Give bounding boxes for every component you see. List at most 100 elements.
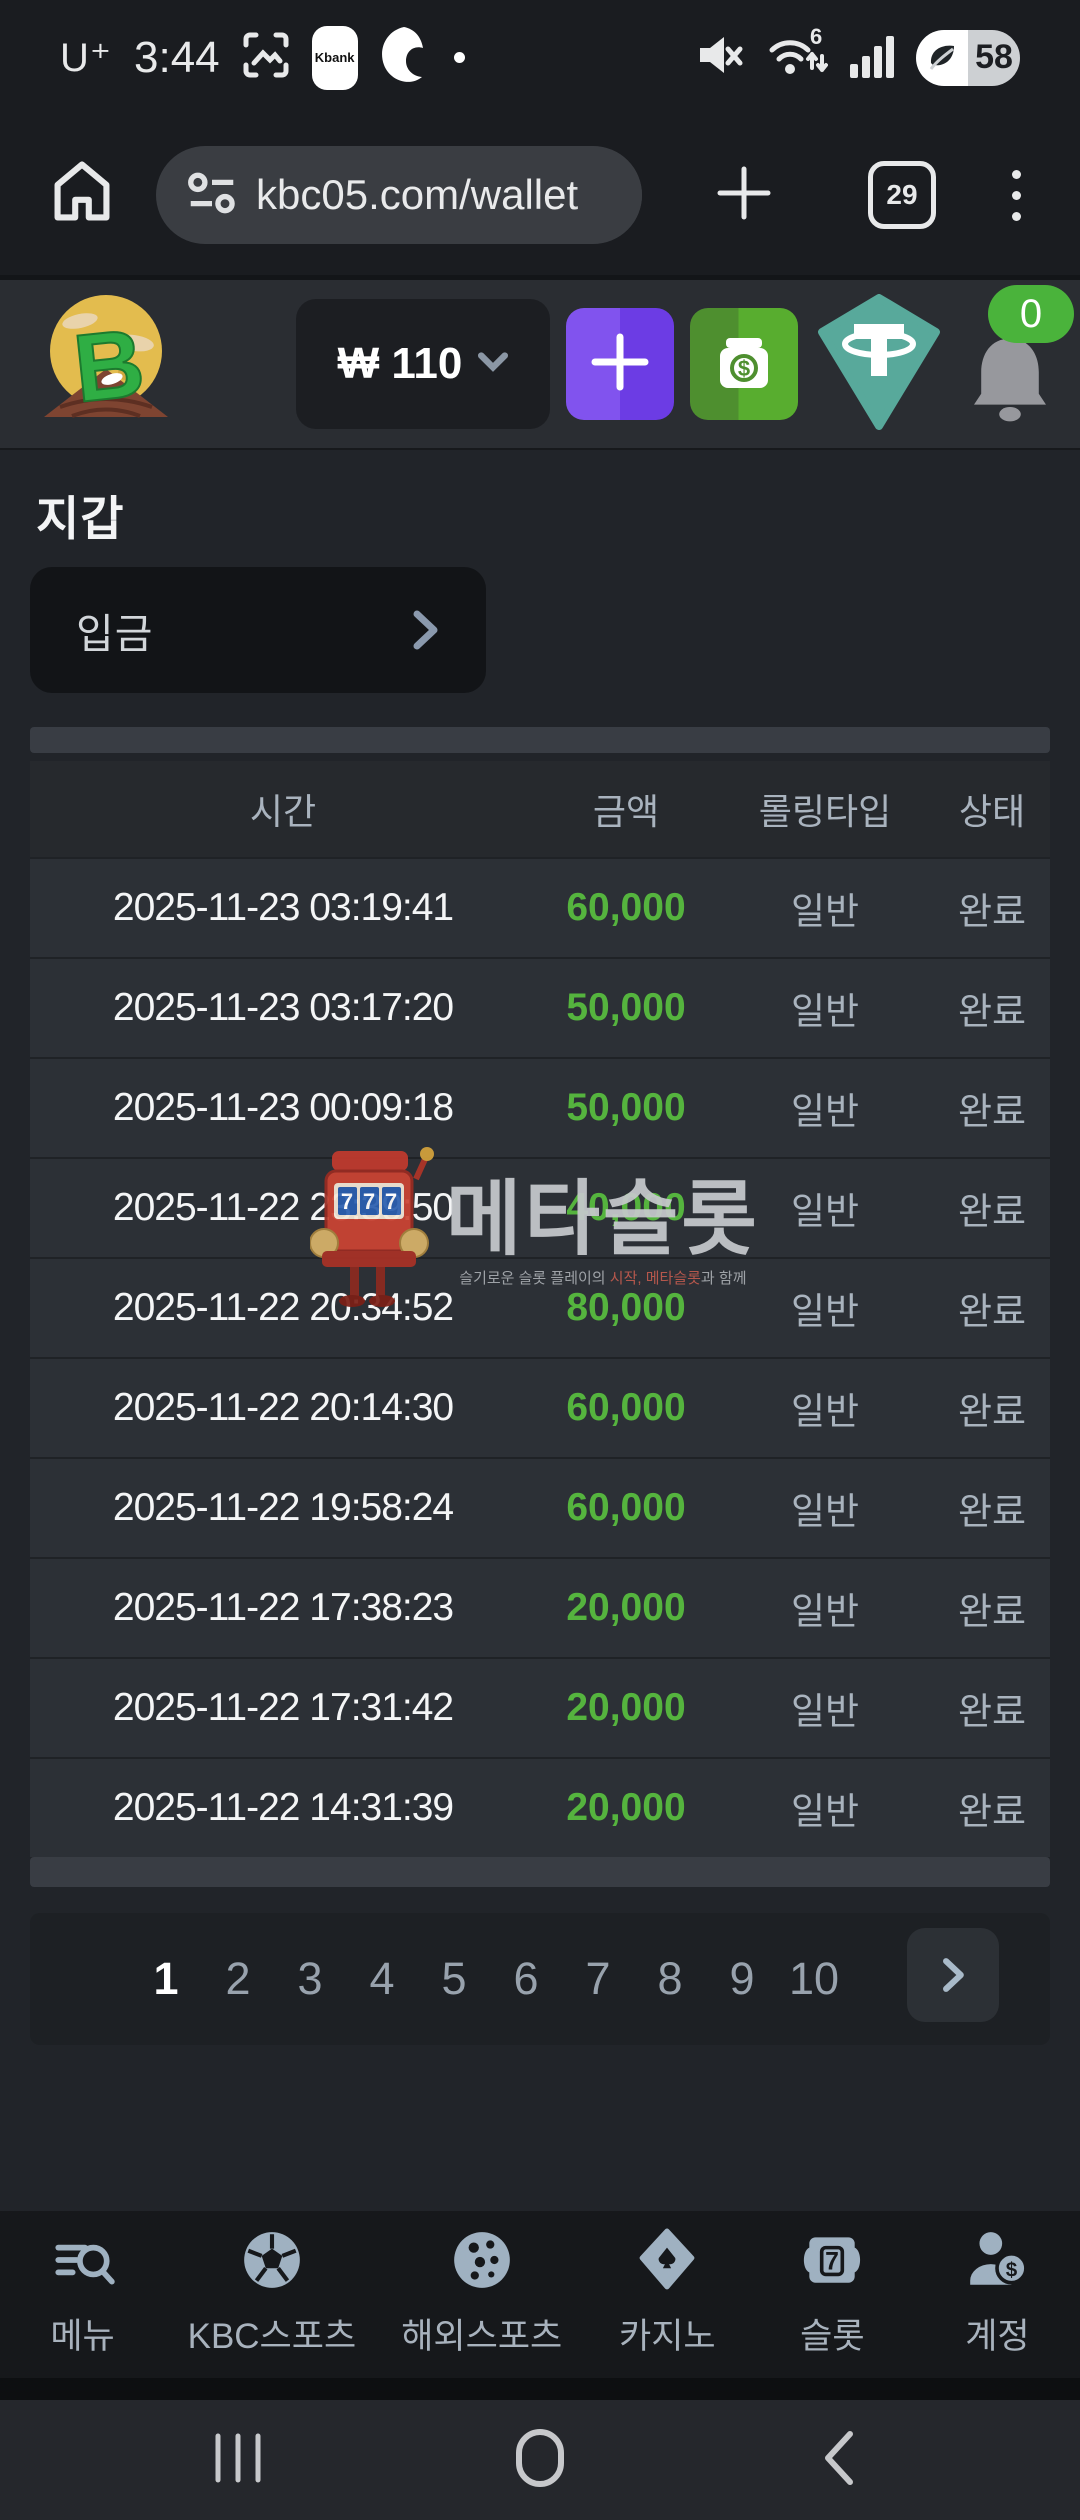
wallet-page: 지갑 입금 시간 금액 롤링타입 상태 2025-11-23 03:19:41 … [0,450,1080,2211]
svg-text:6: 6 [810,26,822,49]
balance-amount: ₩ 110 [337,339,463,388]
table-row[interactable]: 2025-11-23 03:19:41 60,000 일반 완료 [30,857,1050,957]
nav-item-casino[interactable]: 카지노 [607,2227,727,2359]
page-number[interactable]: 5 [441,1953,467,2004]
nav-label: KBC스포츠 [187,2317,357,2356]
cell-time: 2025-11-23 03:19:41 [112,886,454,929]
cell-status: 완료 [957,1291,1027,1332]
page-number[interactable]: 2 [225,1953,251,2004]
cell-status: 완료 [957,891,1027,932]
notification-badge: 0 [988,285,1074,343]
cell-status: 완료 [957,1091,1027,1132]
cell-time: 2025-11-22 20:34:52 [112,1286,454,1329]
wallet-history-table: 2025-11-23 03:19:41 60,000 일반 완료 2025-11… [30,857,1050,1857]
cell-status: 완료 [957,1591,1027,1632]
menu-search-icon [50,2227,116,2298]
table-row[interactable]: 2025-11-22 23:39:50 40,000 일반 완료 [30,1157,1050,1257]
table-row[interactable]: 2025-11-22 17:31:42 20,000 일반 완료 [30,1657,1050,1757]
nav-item-kbc-sports[interactable]: KBC스포츠 [187,2227,357,2359]
table-top-strip [30,727,1050,753]
cell-status: 완료 [957,1191,1027,1232]
column-header-time: 시간 [249,791,317,832]
browser-toolbar: kbc05.com/wallet 29 [0,115,1080,278]
soccer-ball-icon [239,2227,305,2298]
cash-button[interactable]: $ [690,308,798,420]
table-row[interactable]: 2025-11-23 03:17:20 50,000 일반 완료 [30,957,1050,1057]
cell-time: 2025-11-22 14:31:39 [112,1786,454,1829]
table-row[interactable]: 2025-11-23 00:09:18 50,000 일반 완료 [30,1057,1050,1157]
content-navbar-gap [0,2378,1080,2400]
balance-dropdown[interactable]: ₩ 110 [296,299,550,429]
cell-time: 2025-11-22 19:58:24 [112,1486,454,1529]
cell-rolling-type: 일반 [790,1291,860,1332]
tab-counter[interactable]: 29 [868,161,936,229]
page-number[interactable]: 1 [153,1953,179,2004]
cell-time: 2025-11-22 20:14:30 [112,1386,454,1429]
carrier-label: U⁺ [60,35,112,80]
cell-amount: 60,000 [566,1486,686,1529]
svg-text:$: $ [738,356,750,381]
page-numbers: 1 2 3 4 5 6 7 8 9 10 [130,1913,850,2045]
pagination: 1 2 3 4 5 6 7 8 9 10 [30,1913,1050,2045]
table-row[interactable]: 2025-11-22 19:58:24 60,000 일반 완료 [30,1457,1050,1557]
notifications[interactable]: 0 [962,285,1074,439]
page-number[interactable]: 8 [657,1953,683,2004]
cell-amount: 50,000 [566,986,686,1029]
tether-icon[interactable] [818,293,940,435]
cell-status: 완료 [957,1491,1027,1532]
nav-item-slots[interactable]: 7 슬롯 [772,2227,892,2359]
slot-machine-icon: 7 [799,2227,865,2298]
cell-time: 2025-11-23 00:09:18 [112,1086,454,1129]
column-header-rolling-type: 롤링타입 [758,791,892,832]
chat-app-icon [376,25,426,90]
cell-amount: 80,000 [566,1286,686,1329]
url-fade [572,146,642,244]
deposit-plus-button[interactable] [566,308,674,420]
site-logo[interactable]: B [30,287,180,442]
nav-item-menu[interactable]: 메뉴 [23,2227,143,2359]
plus-icon [587,329,653,400]
cell-status: 완료 [957,1391,1027,1432]
home-icon[interactable] [44,155,120,236]
cell-time: 2025-11-23 03:17:20 [112,986,454,1029]
cell-amount: 20,000 [566,1786,686,1829]
nav-label: 슬롯 [800,2317,865,2356]
cell-rolling-type: 일반 [790,1591,860,1632]
nav-item-account[interactable]: $ 계정 [937,2227,1057,2359]
page-number[interactable]: 4 [369,1953,395,2004]
deposit-button[interactable]: 입금 [30,567,486,693]
next-page-button[interactable] [907,1928,999,2022]
signal-strength-icon [848,30,896,85]
mute-icon [694,29,746,86]
table-row[interactable]: 2025-11-22 20:34:52 80,000 일반 완료 [30,1257,1050,1357]
battery-percentage: 58 [968,29,1020,86]
page-number[interactable]: 3 [297,1953,323,2004]
site-settings-icon[interactable] [186,167,238,224]
chevron-down-icon [478,350,509,379]
recents-icon[interactable] [206,2426,270,2495]
back-icon[interactable] [810,2426,874,2495]
android-navigation-bar [0,2400,1080,2520]
page-number[interactable]: 9 [729,1953,755,2004]
battery-saver-icon: 58 [916,29,1020,86]
cell-time: 2025-11-22 23:39:50 [112,1186,454,1229]
home-icon[interactable] [508,2426,572,2495]
page-title: 지갑 [36,492,125,545]
new-tab-icon[interactable] [712,161,776,230]
casino-cards-icon [634,2227,700,2298]
table-bottom-strip [30,1857,1050,1887]
browser-menu-icon[interactable] [1012,169,1021,221]
table-row[interactable]: 2025-11-22 14:31:39 20,000 일반 완료 [30,1757,1050,1857]
chevron-right-icon [943,1958,964,1992]
page-number[interactable]: 7 [585,1953,611,2004]
cell-rolling-type: 일반 [790,1791,860,1832]
kbank-app-icon: Kbank [311,25,358,90]
page-number[interactable]: 10 [788,1953,840,2004]
table-row[interactable]: 2025-11-22 20:14:30 60,000 일반 완료 [30,1357,1050,1457]
table-row[interactable]: 2025-11-22 17:38:23 20,000 일반 완료 [30,1557,1050,1657]
page-number[interactable]: 6 [513,1953,539,2004]
nav-item-overseas-sports[interactable]: 해외스포츠 [401,2227,562,2359]
nav-label: 해외스포츠 [401,2317,563,2356]
url-bar[interactable]: kbc05.com/wallet [156,146,642,244]
account-icon: $ [964,2227,1030,2298]
